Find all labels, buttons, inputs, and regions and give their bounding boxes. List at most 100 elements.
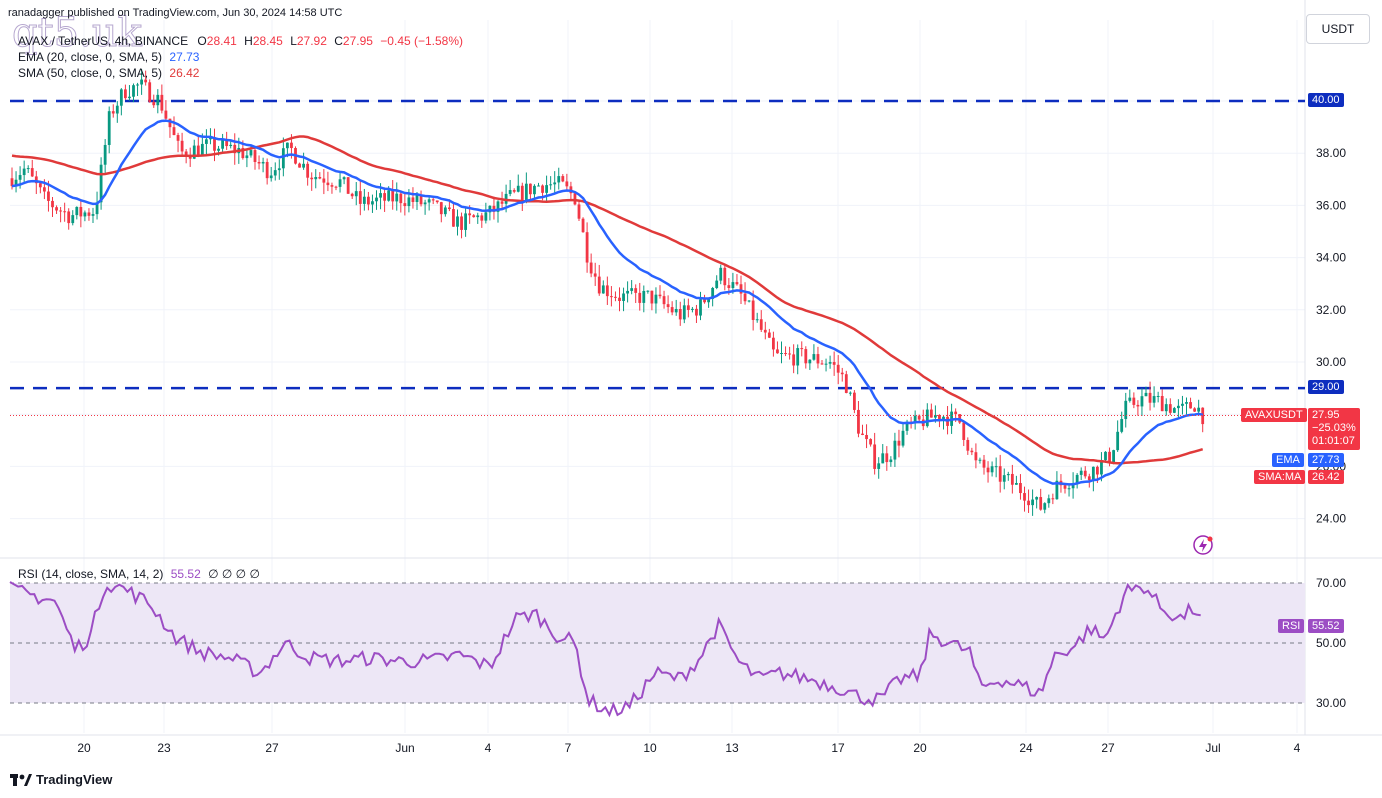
candle-body xyxy=(456,216,459,227)
candle-body xyxy=(974,452,978,461)
candle-body xyxy=(1043,503,1047,510)
candle-body xyxy=(448,207,451,210)
candle-body xyxy=(18,175,22,180)
candle-body xyxy=(767,332,771,338)
candle-body xyxy=(1087,476,1091,481)
candle-body xyxy=(682,305,686,320)
candle-body xyxy=(861,433,864,435)
candle-body xyxy=(273,170,277,176)
candle-body xyxy=(326,182,330,186)
candle-body xyxy=(601,285,605,294)
candle-body xyxy=(1006,473,1010,476)
level-29-tag: 29.00 xyxy=(1308,380,1344,394)
candle-body xyxy=(148,82,152,102)
time-tick-label: 13 xyxy=(725,741,739,755)
time-tick-label: 4 xyxy=(1294,741,1301,755)
candle-body xyxy=(524,183,528,200)
candle-body xyxy=(91,214,95,216)
candle-body xyxy=(877,463,881,469)
candle-body xyxy=(431,199,435,201)
candle-body xyxy=(610,296,613,298)
candle-body xyxy=(695,308,698,316)
candle-body xyxy=(836,364,840,373)
candle-body xyxy=(184,151,188,157)
candle-body xyxy=(626,290,629,294)
candle-body xyxy=(1132,397,1136,405)
candle-body xyxy=(395,193,399,202)
candle-body xyxy=(537,185,540,187)
candle-body xyxy=(929,409,933,418)
candle-body xyxy=(1027,500,1030,506)
candle-body xyxy=(1100,460,1103,475)
candle-body xyxy=(998,466,1002,482)
candle-body xyxy=(1168,404,1172,413)
rsi-legend: RSI (14, close, SMA, 14, 2) 55.52 ∅ ∅ ∅ … xyxy=(18,567,260,581)
candle-body xyxy=(464,213,467,230)
candle-body xyxy=(719,267,723,281)
tradingview-brand: TradingView xyxy=(36,772,113,787)
candle-body xyxy=(47,191,50,201)
candle-body xyxy=(1189,402,1192,409)
candle-body xyxy=(354,191,358,197)
candle-body xyxy=(119,89,123,106)
candle-body xyxy=(520,185,524,200)
candle-body xyxy=(739,284,743,294)
candle-body xyxy=(686,305,690,310)
candle-body xyxy=(196,145,200,156)
rsi-tick-label: 50.00 xyxy=(1316,636,1346,650)
candle-body xyxy=(529,183,532,195)
candle-body xyxy=(925,409,929,427)
candle-body xyxy=(800,348,804,350)
candle-body xyxy=(1197,407,1201,412)
candle-body xyxy=(832,362,836,365)
candle-body xyxy=(1116,431,1120,451)
candle-body xyxy=(1193,408,1196,412)
candle-body xyxy=(63,211,67,213)
candle-body xyxy=(840,372,844,375)
candle-body xyxy=(986,467,990,473)
candle-body xyxy=(678,308,682,320)
candle-body xyxy=(1140,396,1144,407)
candle-body xyxy=(982,459,986,468)
ohlc-close: C27.95 xyxy=(334,34,373,48)
candle-body xyxy=(816,354,820,364)
ohlc-high: H28.45 xyxy=(244,34,283,48)
tradingview-logo[interactable]: TradingView xyxy=(10,772,112,787)
candle-body xyxy=(411,197,415,202)
rsi-band xyxy=(10,583,1305,703)
rsi-tick-label: 70.00 xyxy=(1316,576,1346,590)
candle-body xyxy=(1136,404,1140,407)
candle-body xyxy=(1120,419,1124,432)
candle-body xyxy=(51,200,54,208)
rsi-pane xyxy=(9,581,1305,718)
candle-body xyxy=(804,349,808,364)
alert-dot xyxy=(1207,536,1213,542)
candle-body xyxy=(269,175,273,179)
candle-body xyxy=(1010,473,1014,485)
symbol-legend: AVAX / TetherUS, 4h, BINANCE O28.41 H28.… xyxy=(18,34,463,48)
price-tick-label: 32.00 xyxy=(1316,303,1346,317)
candle-body xyxy=(585,232,589,263)
candle-body xyxy=(1035,497,1039,500)
tradingview-logo-icon xyxy=(10,773,32,786)
candle-body xyxy=(229,144,233,147)
sma-50-line xyxy=(11,135,1204,465)
candle-body xyxy=(302,163,305,168)
candle-body xyxy=(26,168,30,170)
candle-body xyxy=(152,101,156,106)
candle-body xyxy=(452,209,455,227)
candle-body xyxy=(362,196,366,204)
candle-body xyxy=(1083,470,1087,477)
candle-body xyxy=(658,294,662,297)
candle-body xyxy=(545,185,548,193)
time-tick-label: Jun xyxy=(395,741,414,755)
candle-body xyxy=(549,184,553,186)
candle-body xyxy=(277,168,281,171)
candle-body xyxy=(1181,403,1184,406)
currency-button[interactable]: USDT xyxy=(1306,14,1370,44)
candle-body xyxy=(115,105,119,114)
candle-body xyxy=(703,299,706,303)
candle-body xyxy=(1152,396,1156,403)
candle-body xyxy=(1108,451,1111,463)
